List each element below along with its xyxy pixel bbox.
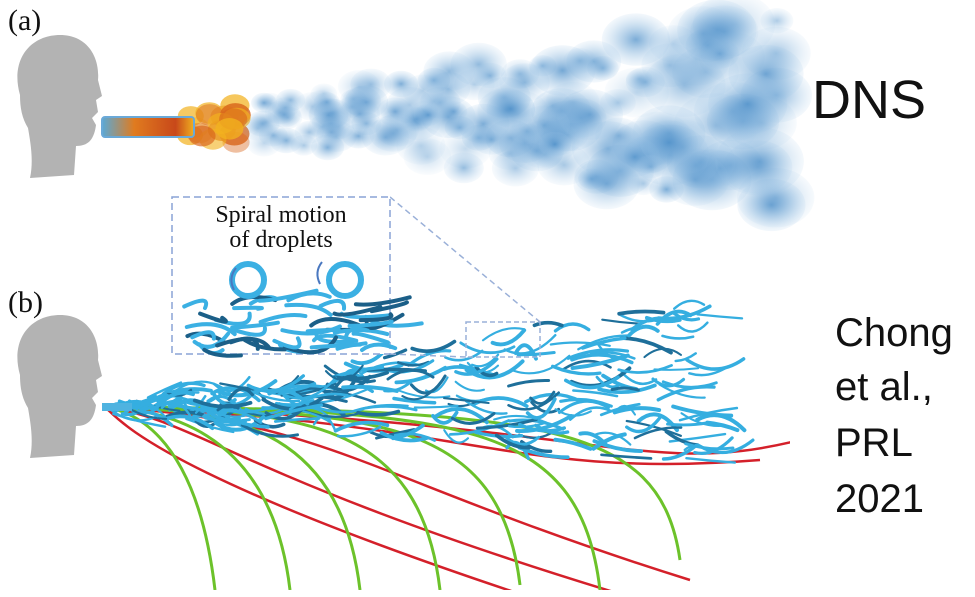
plume-puff (444, 153, 484, 184)
citation-line: Chong (835, 311, 953, 355)
droplet-strand (622, 372, 656, 384)
droplet-strand (445, 351, 482, 360)
trajectory-green (105, 407, 360, 590)
droplet-strand (697, 314, 742, 318)
head-silhouette (17, 315, 102, 458)
plume-puff (414, 104, 443, 126)
plume-puff (563, 48, 597, 74)
nozzle (102, 403, 132, 411)
droplet-strand (612, 388, 638, 390)
plume-puff (215, 118, 243, 140)
plume-puff (489, 138, 531, 170)
plume-puff (602, 13, 670, 65)
trajectory-green (105, 407, 215, 590)
droplet-strand (674, 301, 704, 309)
plume-puff (648, 120, 719, 174)
panel-label: (a) (8, 4, 41, 37)
plume-puff (643, 53, 725, 116)
inset-caption: of droplets (229, 227, 332, 253)
plume-puff (760, 8, 793, 33)
plume-puff (380, 100, 409, 122)
droplet-strand (509, 380, 549, 386)
plume-puff (440, 101, 467, 122)
plume-puff (423, 51, 475, 91)
plume-puff (628, 172, 658, 195)
citation-line: 2021 (835, 477, 924, 521)
droplet-strand (619, 311, 663, 313)
plume-puff (486, 90, 535, 128)
plume-puff (339, 98, 380, 130)
inset-strand (308, 330, 339, 331)
citation-line: PRL (835, 421, 913, 465)
droplet-strand (687, 359, 744, 369)
droplet-strand (678, 323, 707, 332)
droplet-strand (622, 338, 671, 353)
inset-strand (234, 308, 262, 309)
head-silhouette (17, 35, 102, 178)
nozzle (102, 117, 194, 137)
plume-puff (539, 132, 572, 157)
zoom-connector (390, 197, 540, 322)
droplet-strand (535, 323, 562, 326)
method-label: DNS (812, 70, 926, 130)
droplet-strand (663, 336, 694, 339)
figure: (a) DNS (b) Spiral motion of droplets Ch… (0, 0, 975, 597)
plume-puff (251, 110, 281, 133)
page: {"panel_a": {"label": "(a)", "method": "… (0, 0, 975, 597)
inset-caption: Spiral motion (215, 202, 346, 228)
droplet-strand (602, 455, 652, 459)
plume-puff (317, 121, 347, 144)
droplet-strand (203, 409, 252, 412)
droplet-strand (519, 434, 550, 438)
plume-puff (338, 70, 380, 103)
droplet-strand (415, 406, 458, 408)
panel-label: (b) (8, 286, 43, 319)
droplet-strand (456, 382, 484, 391)
citation-line: et al., (835, 365, 933, 409)
